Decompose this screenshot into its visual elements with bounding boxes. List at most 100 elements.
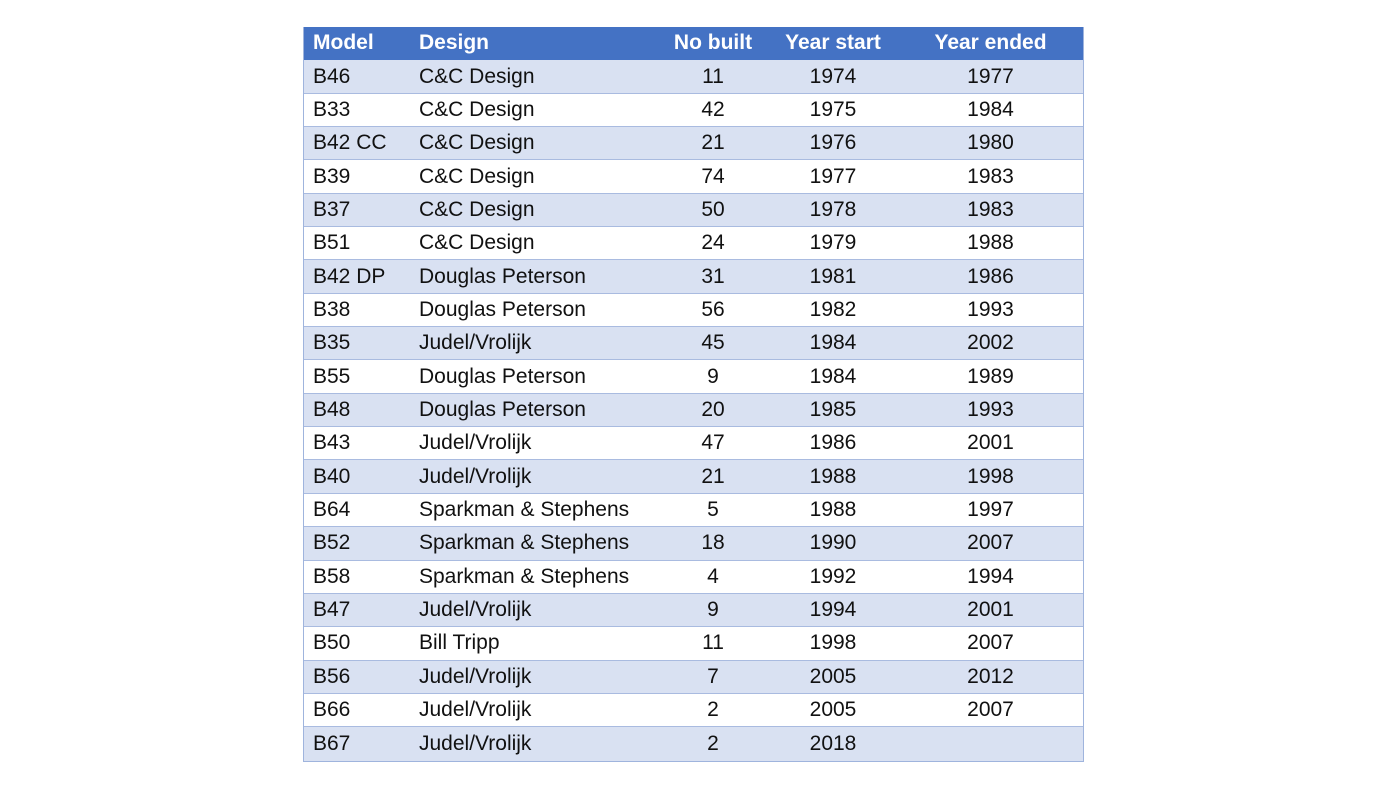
header-year-start: Year start bbox=[785, 31, 881, 55]
table-header-row: Model Design No built Year start Year en… bbox=[304, 27, 1083, 61]
cell-model: B46 bbox=[313, 64, 351, 88]
cell-model: B64 bbox=[313, 497, 351, 521]
cell-design: Douglas Peterson bbox=[419, 397, 586, 421]
cell-no-built: 20 bbox=[701, 397, 725, 421]
cell-year-start: 1984 bbox=[809, 331, 857, 355]
cell-model: B47 bbox=[313, 598, 351, 622]
table-row: B66 Judel/Vrolijk 2 2005 2007 bbox=[304, 693, 1083, 728]
cell-year-start: 1988 bbox=[809, 497, 857, 521]
cell-year-start: 1981 bbox=[809, 264, 857, 288]
cell-no-built: 74 bbox=[701, 164, 725, 188]
cell-model: B56 bbox=[313, 664, 351, 688]
cell-no-built: 42 bbox=[701, 97, 725, 121]
cell-design: Judel/Vrolijk bbox=[419, 331, 532, 355]
cell-year-ended: 1983 bbox=[967, 197, 1014, 221]
table-row: B42 CC C&C Design 21 1976 1980 bbox=[304, 127, 1083, 161]
cell-design: Douglas Peterson bbox=[419, 364, 586, 388]
cell-design: Sparkman & Stephens bbox=[419, 497, 630, 521]
cell-year-start: 1990 bbox=[809, 531, 857, 555]
table-row: B38 Douglas Peterson 56 1982 1993 bbox=[304, 293, 1083, 328]
cell-year-start: 2018 bbox=[809, 731, 857, 755]
cell-model: B52 bbox=[313, 531, 351, 555]
cell-no-built: 9 bbox=[707, 598, 719, 622]
table-row: B35 Judel/Vrolijk 45 1984 2002 bbox=[304, 327, 1083, 361]
cell-year-ended: 2002 bbox=[967, 331, 1014, 355]
table-row: B64 Sparkman & Stephens 5 1988 1997 bbox=[304, 493, 1083, 528]
cell-year-ended: 1993 bbox=[967, 397, 1014, 421]
cell-model: B33 bbox=[313, 97, 351, 121]
cell-design: Judel/Vrolijk bbox=[419, 464, 532, 488]
cell-year-ended: 2012 bbox=[967, 664, 1014, 688]
table-row: B50 Bill Tripp 11 1998 2007 bbox=[304, 627, 1083, 661]
cell-year-ended: 2007 bbox=[967, 531, 1014, 555]
cell-design: Judel/Vrolijk bbox=[419, 731, 532, 755]
cell-year-start: 1986 bbox=[809, 431, 857, 455]
cell-model: B51 bbox=[313, 231, 351, 255]
cell-year-ended: 1994 bbox=[967, 564, 1014, 588]
cell-no-built: 50 bbox=[701, 197, 725, 221]
cell-year-ended: 1986 bbox=[967, 264, 1014, 288]
header-year-ended: Year ended bbox=[934, 31, 1047, 55]
cell-year-ended: 2007 bbox=[967, 631, 1014, 655]
table-body: B46 C&C Design 11 1974 1977 B33 C&C Design 42 19… bbox=[304, 60, 1083, 761]
cell-year-start: 1988 bbox=[809, 464, 857, 488]
cell-no-built: 9 bbox=[707, 364, 719, 388]
cell-year-start: 1976 bbox=[809, 131, 857, 155]
cell-year-start: 2005 bbox=[809, 664, 857, 688]
cell-model: B66 bbox=[313, 698, 351, 722]
cell-year-start: 1984 bbox=[809, 364, 857, 388]
cell-design: Judel/Vrolijk bbox=[419, 664, 532, 688]
cell-model: B42 DP bbox=[313, 264, 386, 288]
table-row: B67 Judel/Vrolijk 2 2018 bbox=[304, 727, 1083, 761]
cell-year-start: 1978 bbox=[809, 197, 857, 221]
cell-year-start: 1982 bbox=[809, 297, 857, 321]
cell-no-built: 21 bbox=[701, 131, 725, 155]
cell-no-built: 21 bbox=[701, 464, 725, 488]
cell-no-built: 5 bbox=[707, 497, 719, 521]
cell-year-ended: 2001 bbox=[967, 598, 1014, 622]
cell-year-start: 1974 bbox=[809, 64, 857, 88]
cell-no-built: 2 bbox=[707, 698, 719, 722]
cell-no-built: 56 bbox=[701, 297, 725, 321]
cell-year-ended: 1988 bbox=[967, 231, 1014, 255]
table-row: B40 Judel/Vrolijk 21 1988 1998 bbox=[304, 460, 1083, 494]
cell-no-built: 11 bbox=[702, 64, 724, 88]
table-row: B51 C&C Design 24 1979 1988 bbox=[304, 227, 1083, 261]
cell-model: B58 bbox=[313, 564, 351, 588]
cell-year-start: 2005 bbox=[809, 698, 857, 722]
table-row: B52 Sparkman & Stephens 18 1990 2007 bbox=[304, 527, 1083, 561]
table-row: B33 C&C Design 42 1975 1984 bbox=[304, 93, 1083, 128]
cell-design: Judel/Vrolijk bbox=[419, 598, 532, 622]
cell-year-ended: 1983 bbox=[967, 164, 1014, 188]
cell-design: Bill Tripp bbox=[419, 631, 500, 655]
cell-design: Sparkman & Stephens bbox=[419, 531, 630, 555]
table-row: B55 Douglas Peterson 9 1984 1989 bbox=[304, 360, 1083, 394]
cell-year-start: 1975 bbox=[809, 97, 857, 121]
cell-year-ended: 2001 bbox=[967, 431, 1014, 455]
cell-year-ended: 1977 bbox=[967, 64, 1014, 88]
cell-model: B48 bbox=[313, 397, 351, 421]
cell-no-built: 2 bbox=[707, 731, 719, 755]
cell-design: C&C Design bbox=[419, 97, 535, 121]
cell-model: B40 bbox=[313, 464, 351, 488]
cell-no-built: 11 bbox=[702, 631, 724, 655]
cell-year-ended: 1989 bbox=[967, 364, 1014, 388]
cell-year-ended: 1997 bbox=[967, 497, 1014, 521]
cell-model: B67 bbox=[313, 731, 351, 755]
cell-year-start: 1994 bbox=[809, 598, 857, 622]
cell-year-start: 1998 bbox=[809, 631, 857, 655]
cell-model: B37 bbox=[313, 197, 351, 221]
cell-design: C&C Design bbox=[419, 64, 535, 88]
cell-model: B35 bbox=[313, 331, 351, 355]
cell-year-ended: 1984 bbox=[967, 97, 1014, 121]
cell-year-ended: 1998 bbox=[967, 464, 1014, 488]
cell-year-start: 1985 bbox=[809, 397, 857, 421]
cell-no-built: 45 bbox=[701, 331, 725, 355]
header-design: Design bbox=[419, 31, 490, 55]
table-row: B48 Douglas Peterson 20 1985 1993 bbox=[304, 393, 1083, 428]
cell-design: Douglas Peterson bbox=[419, 264, 586, 288]
cell-model: B39 bbox=[313, 164, 351, 188]
cell-model: B55 bbox=[313, 364, 351, 388]
cell-design: Douglas Peterson bbox=[419, 297, 586, 321]
cell-design: C&C Design bbox=[419, 231, 535, 255]
